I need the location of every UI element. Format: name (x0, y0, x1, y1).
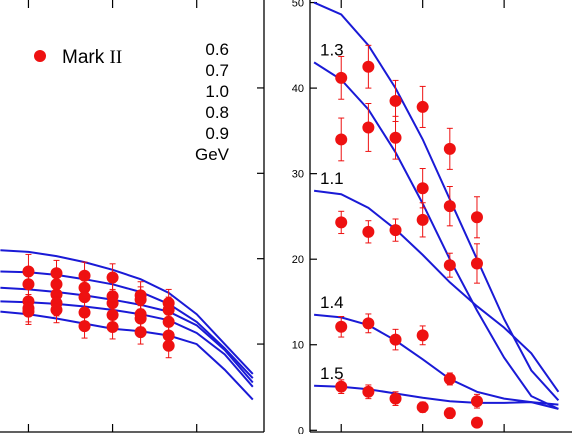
data-point (162, 339, 175, 352)
series-group (335, 44, 483, 239)
legend-label: Mark II (62, 47, 122, 68)
data-point (416, 100, 429, 113)
y-tick-label: 20 (292, 254, 304, 266)
energy-label: 0.8 (205, 103, 229, 122)
curve-line (0, 270, 254, 379)
data-point (470, 395, 483, 408)
data-point (470, 211, 483, 224)
curve-line (0, 286, 254, 384)
series-label: 1.4 (320, 293, 344, 312)
series-group (22, 289, 175, 350)
data-point (443, 407, 456, 420)
series-label: 1.3 (320, 40, 344, 59)
data-point (470, 416, 483, 429)
curve-line (314, 384, 559, 410)
data-point (389, 131, 402, 144)
data-point (389, 224, 402, 237)
data-point (416, 401, 429, 414)
data-point (106, 320, 119, 333)
legend-label-main: Mark (62, 47, 105, 68)
data-point (335, 133, 348, 146)
data-point (22, 305, 35, 318)
right-curves (313, 1, 560, 410)
data-point (416, 213, 429, 226)
left-axes (0, 0, 265, 433)
curve-line (313, 61, 559, 410)
data-point (443, 372, 456, 385)
data-point (50, 303, 63, 316)
data-point (335, 216, 348, 229)
data-point (362, 121, 375, 134)
y-tick-label: 30 (292, 169, 304, 181)
data-point (416, 182, 429, 195)
data-point (78, 320, 91, 333)
energy-list: 0.6 0.7 1.0 0.8 0.9 GeV (195, 40, 230, 164)
data-point (106, 271, 119, 284)
series-group (335, 379, 483, 429)
y-tick-label: 50 (292, 0, 304, 10)
data-point (362, 60, 375, 73)
legend: Mark II 0.6 0.7 1.0 0.8 0.9 GeV (34, 40, 230, 164)
data-point (389, 333, 402, 346)
series-group (335, 202, 456, 278)
y-tick-label: 10 (292, 340, 304, 352)
energy-label: 1.0 (205, 82, 229, 101)
legend-label-roman: II (110, 47, 123, 68)
series-group (22, 296, 175, 359)
right-points (335, 44, 483, 429)
data-point (134, 326, 147, 339)
left-panel (0, 0, 265, 433)
data-point (389, 94, 402, 107)
energy-label: 0.6 (205, 40, 229, 59)
data-point (443, 200, 456, 213)
legend-marker-icon (34, 50, 46, 62)
right-series-labels: 1.21.31.11.41.5 (320, 40, 344, 383)
data-point (78, 291, 91, 304)
data-point (78, 306, 91, 319)
data-point (416, 329, 429, 342)
y-tick-label: 0 (298, 425, 304, 434)
energy-label: 0.9 (205, 124, 229, 143)
data-point (335, 380, 348, 393)
data-point (335, 71, 348, 84)
curve-line (313, 1, 560, 401)
data-point (389, 392, 402, 405)
y-tick-label: 40 (292, 83, 304, 95)
series-label: 1.1 (320, 169, 344, 188)
energy-label: GeV (195, 145, 230, 164)
data-point (134, 293, 147, 306)
data-point (335, 320, 348, 333)
series-label: 1.5 (320, 364, 344, 383)
data-point (443, 259, 456, 272)
data-point (470, 257, 483, 270)
series-group (335, 103, 483, 284)
curve-line (313, 189, 560, 393)
left-curves (0, 249, 254, 401)
energy-label: 0.7 (205, 61, 229, 80)
series-group (335, 313, 456, 386)
data-point (362, 385, 375, 398)
left-points (22, 253, 175, 359)
data-point (362, 225, 375, 238)
curve-line (314, 313, 559, 406)
data-point (134, 312, 147, 325)
curve-line (0, 310, 254, 401)
curve-line (0, 300, 254, 388)
curve-line (0, 249, 254, 375)
data-point (443, 142, 456, 155)
data-point (362, 317, 375, 330)
